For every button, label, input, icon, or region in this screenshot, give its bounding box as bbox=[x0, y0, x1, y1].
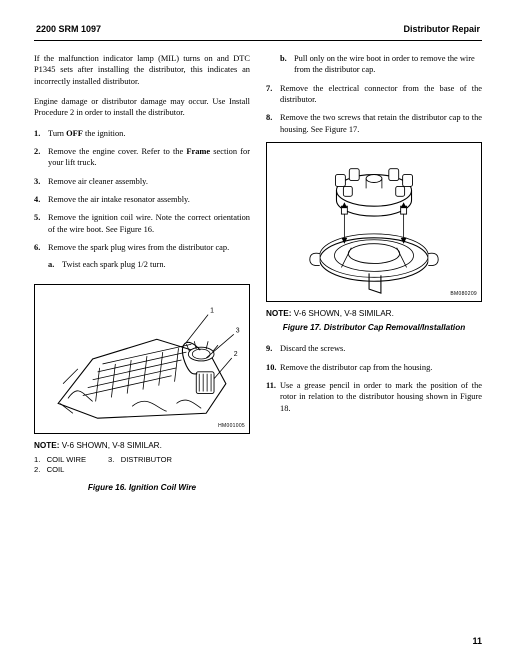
header-left: 2200 SRM 1097 bbox=[36, 24, 101, 34]
intro-para-1: If the malfunction indicator lamp (MIL) … bbox=[34, 53, 250, 87]
step-11: 11. Use a grease pencil in order to mark… bbox=[266, 380, 482, 414]
step-num: 11. bbox=[266, 380, 280, 414]
step-10: 10. Remove the distributor cap from the … bbox=[266, 362, 482, 373]
legend-left: 1. COIL WIRE 2. COIL bbox=[34, 455, 86, 476]
sub-text: Twist each spark plug 1/2 turn. bbox=[62, 259, 166, 270]
right-steps-b: 9. Discard the screws. 10. Remove the di… bbox=[266, 343, 482, 414]
step-1: 1. Turn OFF the ignition. bbox=[34, 128, 250, 139]
step-text: Turn OFF the ignition. bbox=[48, 128, 250, 139]
sub-num: a. bbox=[48, 259, 62, 270]
step-num: 4. bbox=[34, 194, 48, 205]
page-number: 11 bbox=[472, 636, 482, 646]
step-7: 7. Remove the electrical connector from … bbox=[266, 83, 482, 106]
t: the ignition. bbox=[83, 129, 126, 138]
step-4: 4. Remove the air intake resonator assem… bbox=[34, 194, 250, 205]
substep-b: b. Pull only on the wire boot in order t… bbox=[280, 53, 482, 76]
step-text: Remove air cleaner assembly. bbox=[48, 176, 250, 187]
step-num: 2. bbox=[34, 146, 48, 169]
page: 2200 SRM 1097 Distributor Repair If the … bbox=[0, 0, 510, 660]
t: Remove the engine cover. Refer to the bbox=[48, 147, 186, 156]
step-2: 2. Remove the engine cover. Refer to the… bbox=[34, 146, 250, 169]
figure-17-svg bbox=[267, 143, 481, 301]
step-text: Remove the spark plug wires from the dis… bbox=[48, 242, 250, 277]
l2: 2. COIL bbox=[34, 465, 64, 474]
note-label: NOTE: bbox=[266, 309, 291, 318]
step-text: Remove the ignition coil wire. Note the … bbox=[48, 212, 250, 235]
figure-17-note: NOTE: V-6 SHOWN, V-8 SIMILAR. bbox=[266, 308, 482, 319]
step-text: Remove the air intake resonator assembly… bbox=[48, 194, 250, 205]
step-text: Remove the two screws that retain the di… bbox=[280, 112, 482, 135]
step-num: 3. bbox=[34, 176, 48, 187]
step-text: Discard the screws. bbox=[280, 343, 482, 354]
step-8: 8. Remove the two screws that retain the… bbox=[266, 112, 482, 135]
svg-text:3: 3 bbox=[236, 327, 240, 334]
step-num: 6. bbox=[34, 242, 48, 277]
step-text: Remove the distributor cap from the hous… bbox=[280, 362, 482, 373]
step-6: 6. Remove the spark plug wires from the … bbox=[34, 242, 250, 277]
figure-16-box: 1 2 3 HM001005 bbox=[34, 284, 250, 434]
step-5: 5. Remove the ignition coil wire. Note t… bbox=[34, 212, 250, 235]
step-text: Remove the engine cover. Refer to the Fr… bbox=[48, 146, 250, 169]
substep-b-list: b. Pull only on the wire boot in order t… bbox=[280, 53, 482, 76]
legend-right: 3. DISTRIBUTOR bbox=[108, 455, 172, 476]
step-9: 9. Discard the screws. bbox=[266, 343, 482, 354]
svg-text:2: 2 bbox=[234, 351, 238, 358]
note-text: V-6 SHOWN, V-8 SIMILAR. bbox=[291, 309, 393, 318]
step-num: 8. bbox=[266, 112, 280, 135]
r1: 3. DISTRIBUTOR bbox=[108, 455, 172, 464]
right-column: b. Pull only on the wire boot in order t… bbox=[266, 53, 482, 493]
step-num: 9. bbox=[266, 343, 280, 354]
step-num: 7. bbox=[266, 83, 280, 106]
sub-num: b. bbox=[280, 53, 294, 76]
header-rule bbox=[34, 40, 482, 41]
step-num: 5. bbox=[34, 212, 48, 235]
note-label: NOTE: bbox=[34, 441, 59, 450]
t: Turn bbox=[48, 129, 66, 138]
substep-a: a. Twist each spark plug 1/2 turn. bbox=[48, 259, 250, 270]
header-right: Distributor Repair bbox=[403, 24, 480, 34]
figure-16-svg: 1 2 3 bbox=[35, 285, 249, 433]
figure-16-id: HM001005 bbox=[218, 423, 245, 430]
l1: 1. COIL WIRE bbox=[34, 455, 86, 464]
substeps: a. Twist each spark plug 1/2 turn. bbox=[48, 259, 250, 270]
figure-16-legend: 1. COIL WIRE 2. COIL 3. DISTRIBUTOR bbox=[34, 455, 250, 476]
columns: If the malfunction indicator lamp (MIL) … bbox=[34, 53, 482, 493]
intro-para-2: Engine damage or distributor damage may … bbox=[34, 96, 250, 119]
t: Remove the spark plug wires from the dis… bbox=[48, 243, 229, 252]
right-steps-a: 7. Remove the electrical connector from … bbox=[266, 83, 482, 135]
left-column: If the malfunction indicator lamp (MIL) … bbox=[34, 53, 250, 493]
note-text: V-6 SHOWN, V-8 SIMILAR. bbox=[59, 441, 161, 450]
step-num: 1. bbox=[34, 128, 48, 139]
sub-text: Pull only on the wire boot in order to r… bbox=[294, 53, 482, 76]
figure-16-caption: Figure 16. Ignition Coil Wire bbox=[34, 482, 250, 493]
page-header: 2200 SRM 1097 Distributor Repair bbox=[34, 24, 482, 34]
bold: OFF bbox=[66, 129, 83, 138]
step-3: 3. Remove air cleaner assembly. bbox=[34, 176, 250, 187]
figure-17-id: BM080209 bbox=[450, 291, 477, 298]
figure-16-note: NOTE: V-6 SHOWN, V-8 SIMILAR. bbox=[34, 440, 250, 451]
step-num: 10. bbox=[266, 362, 280, 373]
step-text: Remove the electrical connector from the… bbox=[280, 83, 482, 106]
svg-text:1: 1 bbox=[210, 307, 214, 314]
step-text: Use a grease pencil in order to mark the… bbox=[280, 380, 482, 414]
figure-17-box: BM080209 bbox=[266, 142, 482, 302]
left-steps: 1. Turn OFF the ignition. 2. Remove the … bbox=[34, 128, 250, 277]
bold: Frame bbox=[186, 147, 210, 156]
figure-17-caption: Figure 17. Distributor Cap Removal/Insta… bbox=[266, 322, 482, 333]
